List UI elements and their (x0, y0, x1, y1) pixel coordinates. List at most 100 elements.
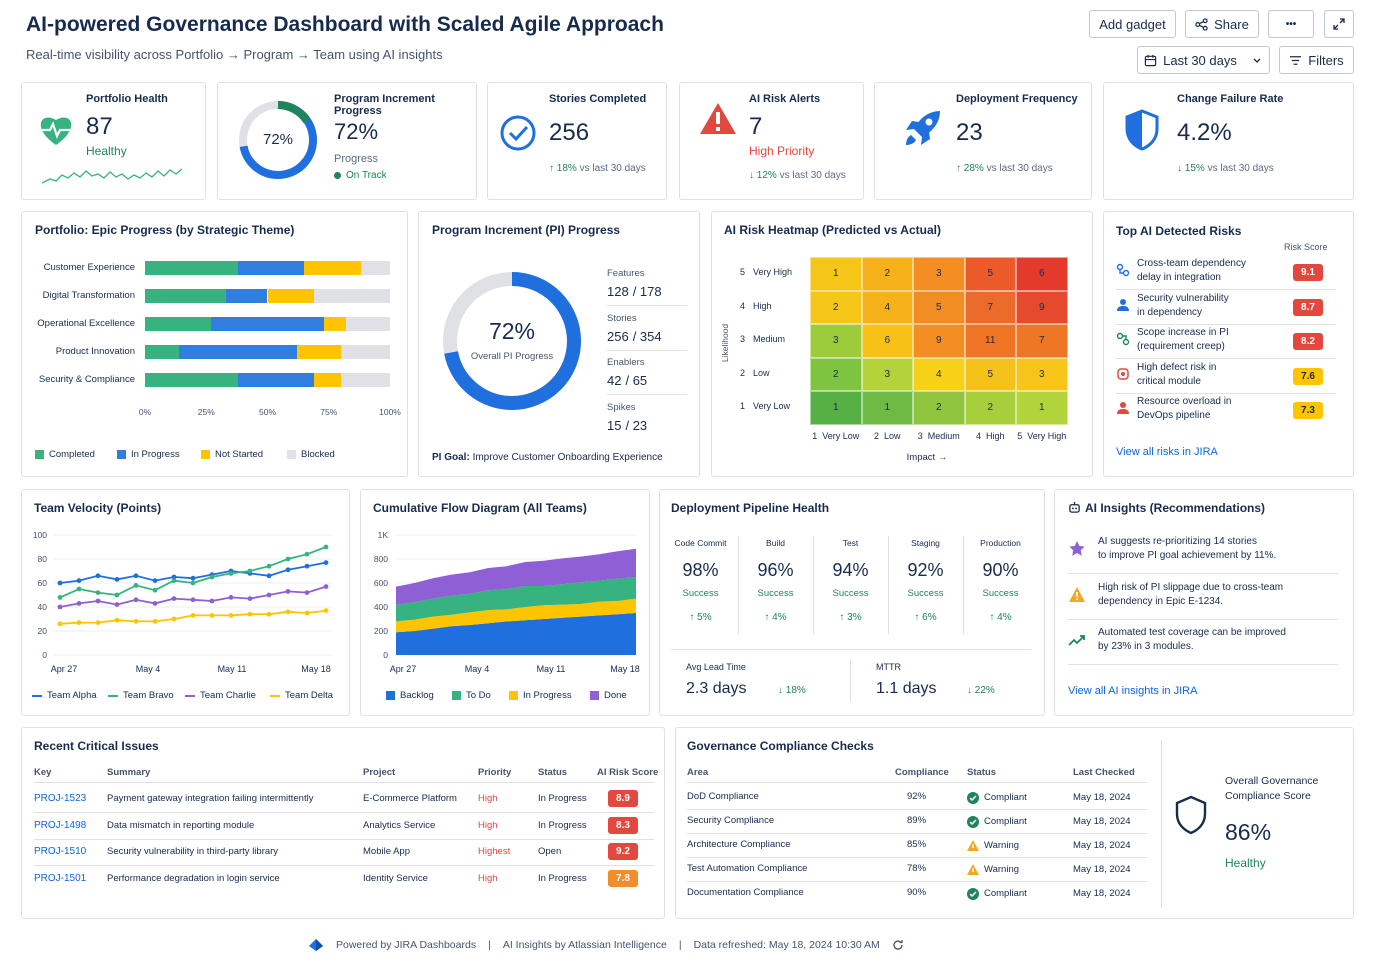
legend-swatch (452, 691, 461, 700)
insight-line2: to improve PI goal achievement by 11%. (1098, 550, 1277, 561)
y-tick-label: 100 (33, 530, 47, 540)
kpi-status: High Priority (749, 144, 815, 158)
pipeline-stage-value: 90% (982, 560, 1019, 580)
more-button[interactable]: ••• (1268, 10, 1314, 38)
table-header: AI Risk Score (597, 767, 659, 778)
share-button[interactable]: Share (1185, 10, 1259, 38)
fullscreen-button[interactable] (1324, 10, 1354, 38)
date-range-select[interactable]: Last 30 days (1137, 46, 1270, 74)
velocity-point (171, 578, 177, 583)
view-risks-link[interactable]: View all risks in JIRA (1116, 446, 1218, 458)
epic-bar-segment (360, 261, 390, 275)
filters-label: Filters (1308, 52, 1344, 68)
heatmap-y-text: High (753, 300, 772, 311)
add-gadget-button[interactable]: Add gadget (1089, 10, 1176, 38)
velocity-point (152, 587, 158, 593)
compliance-pct: 85% (907, 839, 927, 850)
footer-ai: AI Insights by Atlassian Intelligence (502, 939, 667, 951)
heatmap-xlabel: Impact → (906, 452, 948, 463)
pi-goal-text: Improve Customer Onboarding Experience (472, 452, 663, 463)
pipeline-stage-value: 96% (757, 560, 794, 580)
row-divider (34, 865, 654, 866)
legend-item: Backlog (386, 690, 434, 701)
table-header: Status (538, 767, 568, 778)
table-header: Compliance (895, 767, 949, 778)
epic-bar-segment (238, 261, 305, 275)
legend-item: Not Started (201, 449, 263, 460)
table-header: Key (34, 767, 52, 778)
compliance-pct: 92% (907, 791, 927, 802)
pipeline-divider (888, 536, 889, 634)
epic-bar-segment (341, 345, 390, 359)
kpi-change-failure-rate[interactable]: Change Failure Rate 4.2% ↓ 15% vs last 3… (1103, 82, 1354, 200)
kpi-ai-risk-alerts[interactable]: AI Risk Alerts 7 High Priority ↓ 12% vs … (679, 82, 864, 200)
compliance-date: May 18, 2024 (1073, 888, 1131, 899)
delta-text: vs last 30 days (1207, 163, 1274, 174)
risk-score-badge: 7.6 (1293, 367, 1323, 385)
cfd-area (396, 613, 636, 655)
delta-value: ↓ 15% (1177, 163, 1205, 174)
overall-label-line2: Compliance Score (1225, 790, 1311, 802)
velocity-point (57, 604, 63, 610)
compliance-area: Test Automation Compliance (687, 863, 808, 874)
filters-button[interactable]: Filters (1279, 46, 1354, 74)
pipeline-health-panel: Deployment Pipeline Health Code Commit 98… (659, 489, 1045, 716)
kpi-pi-progress[interactable]: 72% Program Increment Progress 72% Progr… (217, 82, 477, 200)
legend-label: Blocked (301, 449, 335, 460)
insight-line2: dependency in Epic E-1234. (1098, 595, 1224, 607)
trend-up-icon (1068, 631, 1086, 649)
compliance-date: May 18, 2024 (1073, 816, 1131, 827)
warning-icon (967, 840, 979, 852)
heatmap-y-label: 5 Very High (740, 267, 792, 277)
risk-score-badge: 9.1 (1293, 264, 1323, 281)
issue-key[interactable]: PROJ-1498 (34, 819, 87, 831)
kpi-stories-completed[interactable]: Stories Completed 256 ↑ 18% vs last 30 d… (487, 82, 667, 200)
y-tick-label: 60 (38, 578, 48, 588)
velocity-point (209, 574, 215, 580)
kpi-deployment-frequency[interactable]: Deployment Frequency 23 ↑ 28% vs last 30… (874, 82, 1092, 200)
delta-value: ↑ 18% (549, 163, 577, 174)
view-insights-link[interactable]: View all AI insights in JIRA (1068, 685, 1198, 697)
kpi-title: Program Increment Progress (334, 93, 435, 117)
pi-item-done: 15 (607, 417, 622, 433)
pi-item-value: 128/ 178 (607, 284, 662, 299)
legend-label: Team Alpha (47, 690, 97, 701)
risk-line2: DevOps pipeline (1137, 410, 1211, 421)
pipeline-stage-name: Test (842, 538, 859, 548)
legend-item: Team Alpha (32, 690, 97, 701)
velocity-chart: 100 80 60 40 20 0 Apr 27 May 4 May 11 May 18 (33, 530, 332, 674)
legend-swatch (185, 694, 195, 697)
heatmap-x-label: 2 Low (873, 431, 901, 441)
panel-title: Portfolio: Epic Progress (by Strategic T… (35, 223, 295, 237)
pipeline-stage-label: Success (832, 588, 869, 599)
pi-item-done: 42 (607, 373, 622, 388)
pi-ring-label: Overall PI Progress (470, 351, 554, 362)
kpi-portfolio-health[interactable]: Portfolio Health 87 Healthy (21, 82, 206, 200)
epic-bar-segment (145, 317, 212, 331)
velocity-point (266, 592, 272, 598)
epic-tick-label: 50% (258, 407, 276, 417)
row-divider (34, 838, 654, 840)
risk-line2: delay in integration (1137, 272, 1221, 283)
x-tick-label: May 18 (610, 664, 640, 674)
overall-status: Healthy (1225, 856, 1266, 870)
risk-line2: in dependency (1137, 306, 1203, 318)
epic-bar-segment (145, 345, 180, 359)
issue-key[interactable]: PROJ-1501 (34, 872, 87, 884)
refresh-icon[interactable] (892, 939, 904, 951)
issue-key[interactable]: PROJ-1523 (34, 793, 87, 804)
heatmap-cell: 1 (861, 391, 913, 425)
person-icon (1116, 298, 1130, 312)
pi-item-total: / 65 (625, 373, 648, 388)
pipeline-stage-delta: ↑ 4% (764, 612, 787, 623)
pipeline-stage-name: Code Commit (674, 538, 727, 548)
issue-summary: Payment gateway integration failing inte… (107, 793, 314, 804)
issue-key[interactable]: PROJ-1510 (34, 846, 87, 857)
x-tick-label: May 11 (537, 664, 566, 674)
heatmap-cell: 3 (861, 357, 913, 391)
lead-time-value: 2.3 days (686, 680, 747, 697)
issue-project: Analytics Service (363, 819, 436, 831)
pi-item-total: / 23 (625, 417, 648, 433)
resource-icon (1116, 401, 1130, 415)
pipeline-stage-label: Success (982, 588, 1019, 599)
